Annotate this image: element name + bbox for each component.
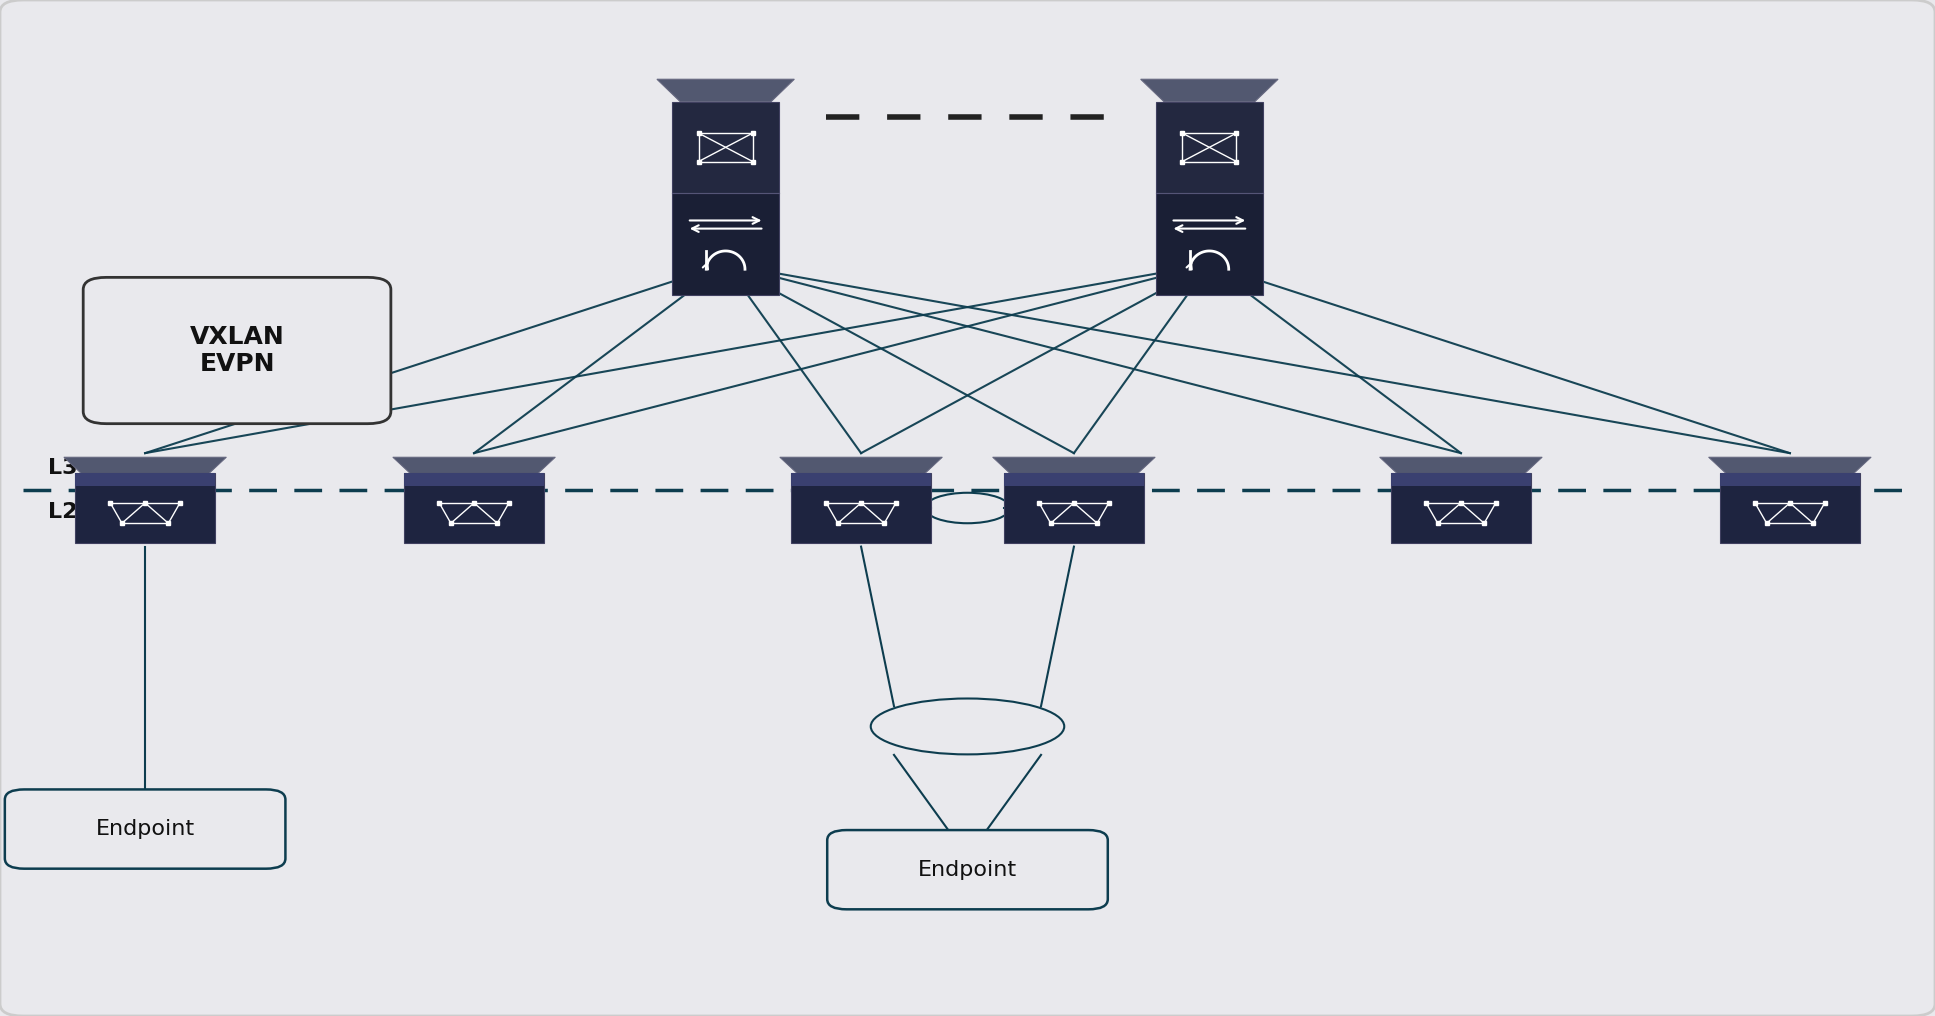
Polygon shape bbox=[404, 473, 544, 543]
Polygon shape bbox=[791, 473, 931, 486]
Polygon shape bbox=[1157, 193, 1262, 295]
Polygon shape bbox=[656, 79, 795, 102]
Polygon shape bbox=[780, 457, 942, 473]
Polygon shape bbox=[1709, 457, 1871, 473]
Polygon shape bbox=[673, 102, 778, 193]
Polygon shape bbox=[1391, 473, 1531, 543]
Polygon shape bbox=[64, 457, 226, 473]
Text: VXLAN
EVPN: VXLAN EVPN bbox=[190, 325, 284, 376]
Polygon shape bbox=[1142, 79, 1277, 102]
Text: L3: L3 bbox=[48, 457, 77, 478]
FancyBboxPatch shape bbox=[83, 277, 391, 424]
Polygon shape bbox=[1720, 473, 1860, 543]
Polygon shape bbox=[791, 473, 931, 543]
Polygon shape bbox=[75, 473, 215, 543]
Text: L2: L2 bbox=[48, 502, 77, 522]
Polygon shape bbox=[673, 193, 778, 295]
Polygon shape bbox=[1004, 473, 1144, 486]
Polygon shape bbox=[1380, 457, 1542, 473]
Text: Endpoint: Endpoint bbox=[917, 860, 1018, 880]
Text: Endpoint: Endpoint bbox=[95, 819, 195, 839]
FancyBboxPatch shape bbox=[4, 789, 286, 869]
Polygon shape bbox=[393, 457, 555, 473]
Polygon shape bbox=[404, 473, 544, 486]
FancyBboxPatch shape bbox=[828, 830, 1107, 909]
Polygon shape bbox=[1720, 473, 1860, 486]
Polygon shape bbox=[75, 473, 215, 486]
Polygon shape bbox=[1157, 102, 1262, 193]
Polygon shape bbox=[993, 457, 1155, 473]
Polygon shape bbox=[1004, 473, 1144, 543]
Polygon shape bbox=[1391, 473, 1531, 486]
